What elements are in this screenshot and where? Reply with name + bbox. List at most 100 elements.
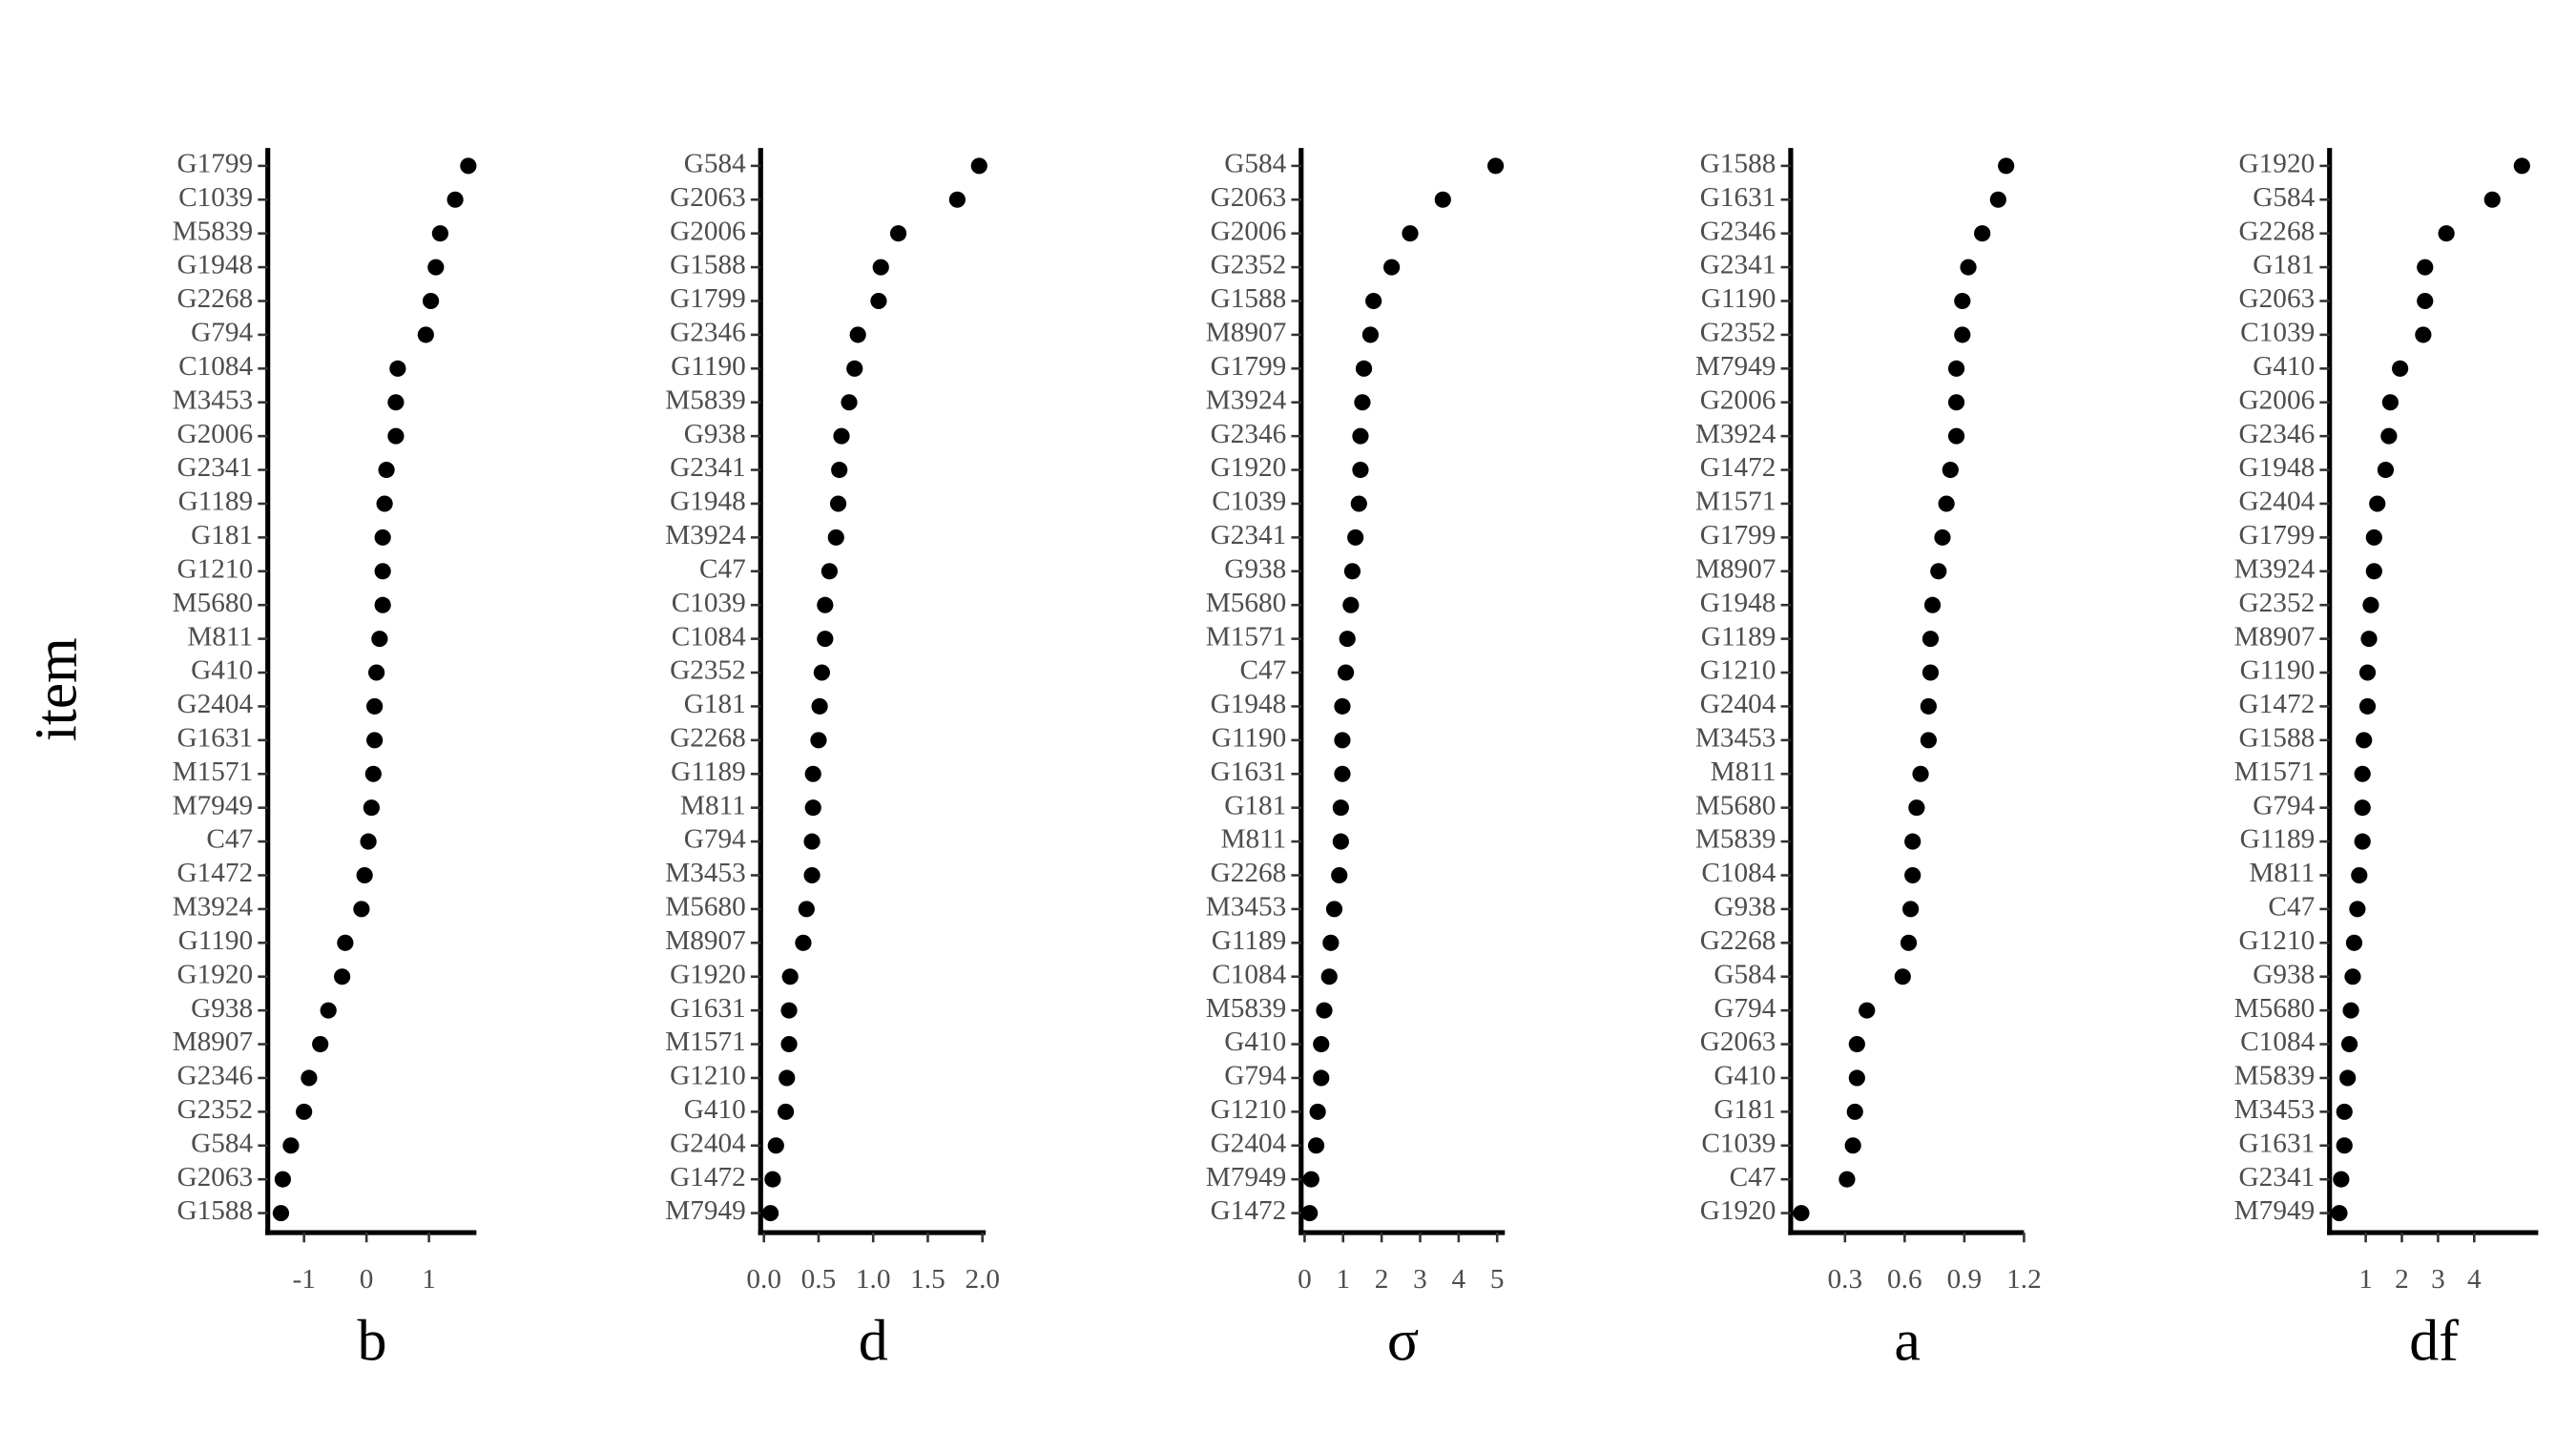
dot — [320, 1002, 337, 1019]
y-tick-label: G1472 — [1700, 452, 1776, 483]
y-tick-label: G2352 — [670, 655, 746, 686]
dot — [374, 529, 391, 546]
y-tick-label: M811 — [2249, 858, 2315, 888]
dot — [371, 631, 388, 648]
dot — [353, 901, 370, 918]
dot — [2483, 191, 2501, 208]
y-tick-label: G181 — [1224, 790, 1286, 820]
dot — [1365, 292, 1382, 310]
y-tick-label: G1920 — [2239, 149, 2316, 179]
dot — [1383, 259, 1401, 276]
dot — [272, 1205, 290, 1222]
y-tick-label: M8907 — [665, 925, 746, 956]
y-tick-label: G794 — [1224, 1061, 1286, 1091]
dot — [1960, 259, 1977, 276]
y-tick-label: G2063 — [177, 1162, 254, 1192]
x-tick-label: 1 — [1336, 1264, 1350, 1295]
dot — [1352, 427, 1369, 445]
dot — [1334, 732, 1351, 749]
dot — [1320, 968, 1338, 985]
y-tick-label: G410 — [1224, 1027, 1286, 1057]
y-tick-label: M7949 — [1206, 1162, 1287, 1192]
y-tick-label: G2006 — [670, 216, 746, 246]
dot — [427, 259, 445, 276]
dot — [1307, 1137, 1325, 1154]
dot — [1904, 866, 1922, 884]
dot — [1923, 596, 1942, 613]
dot — [1334, 697, 1351, 715]
y-tick-label: C47 — [1240, 655, 1287, 686]
y-tick-label: G2341 — [1211, 520, 1287, 550]
y-tick-label: G2404 — [1211, 1129, 1287, 1159]
dot — [2349, 901, 2366, 918]
y-tick-label: G1189 — [178, 487, 254, 517]
y-tick-label: G1472 — [177, 858, 254, 888]
y-tick-label: C1039 — [178, 182, 253, 213]
y-tick-label: G1799 — [2239, 520, 2316, 550]
dot — [831, 462, 848, 479]
dot — [1325, 901, 1343, 918]
dot — [2342, 1002, 2359, 1019]
y-tick-label: G794 — [1714, 993, 1776, 1024]
y-tick-label: G1920 — [1211, 452, 1287, 483]
y-tick-label: G584 — [1714, 959, 1776, 989]
dot — [2365, 529, 2382, 546]
y-tick-label: G2006 — [1211, 216, 1287, 246]
y-tick-label: G2268 — [1700, 925, 1776, 956]
dot — [431, 225, 448, 242]
dot — [1839, 1171, 1856, 1188]
dot — [2354, 765, 2371, 782]
x-tick-label: 1.5 — [910, 1264, 945, 1295]
x-tick-label: 0.3 — [1828, 1264, 1863, 1295]
y-tick-label: G938 — [684, 419, 746, 449]
dot — [846, 360, 863, 377]
dot — [767, 1137, 784, 1154]
y-tick-label: G938 — [1224, 554, 1286, 585]
y-tick-label: G1799 — [670, 283, 746, 314]
y-tick-label: M1571 — [173, 757, 254, 787]
dot — [417, 326, 434, 343]
x-tick-label: 2.0 — [965, 1264, 1000, 1295]
dot — [1301, 1205, 1319, 1222]
y-tick-label: G1948 — [177, 250, 254, 280]
dot — [1934, 529, 1951, 546]
dot — [363, 799, 380, 817]
y-tick-label: M3924 — [1206, 385, 1287, 416]
y-tick-label: G181 — [2253, 250, 2315, 280]
dot — [803, 833, 821, 850]
y-tick-label: M5680 — [173, 588, 254, 618]
dot — [2345, 934, 2363, 951]
y-tick-label: G584 — [191, 1129, 253, 1159]
dot — [1332, 799, 1349, 817]
y-tick-label: G2404 — [177, 689, 254, 719]
y-tick-label: M5680 — [1206, 588, 1287, 618]
dot — [2354, 799, 2371, 817]
y-tick-label: G1799 — [1211, 351, 1287, 382]
y-tick-label: G1472 — [670, 1162, 746, 1192]
dot — [2351, 866, 2368, 884]
y-tick-label: M1571 — [1206, 621, 1287, 652]
dot — [1902, 901, 1920, 918]
y-tick-label: G1189 — [671, 757, 746, 787]
dot — [387, 427, 405, 445]
dot — [1974, 225, 1991, 242]
dot — [849, 326, 866, 343]
y-tick-label: G1588 — [1211, 283, 1287, 314]
y-tick-label: G410 — [684, 1094, 746, 1125]
y-tick-label: M5839 — [1695, 824, 1776, 855]
dot — [817, 631, 834, 648]
y-tick-label: G181 — [684, 689, 746, 719]
dot — [1334, 765, 1351, 782]
x-tick-label: 0.6 — [1887, 1264, 1922, 1295]
y-tick-label: M3453 — [665, 858, 746, 888]
x-tick-label: 1.0 — [856, 1264, 891, 1295]
y-tick-label: C1039 — [2240, 318, 2315, 348]
dot — [1998, 157, 2015, 175]
dot — [356, 866, 373, 884]
dot — [337, 934, 354, 951]
y-tick-label: G1631 — [177, 723, 254, 754]
dot — [2377, 462, 2395, 479]
y-tick-label: M8907 — [1695, 554, 1776, 585]
dot — [1313, 1036, 1330, 1053]
